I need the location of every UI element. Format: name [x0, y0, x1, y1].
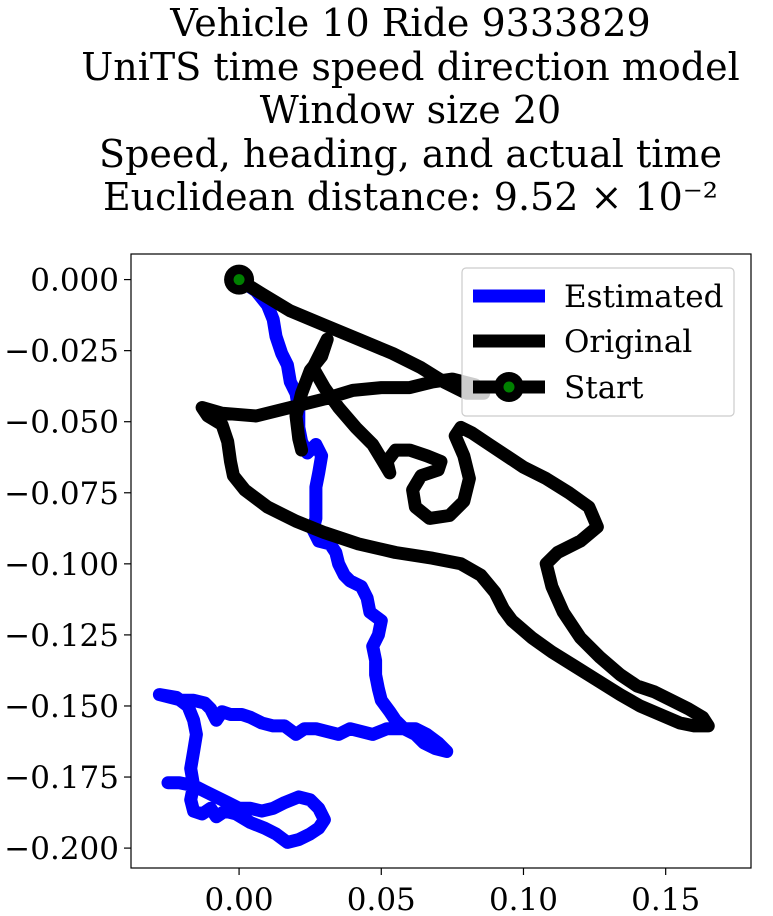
- axes-frame: [130, 253, 752, 869]
- y-tick-label: 0.000: [30, 263, 119, 299]
- y-tick-label: −0.200: [4, 831, 119, 867]
- legend-box: [461, 267, 735, 417]
- x-tick-label: 0.15: [631, 882, 700, 916]
- y-tick-label: −0.075: [4, 476, 119, 512]
- y-tick-label: −0.125: [4, 618, 119, 654]
- chart-title: Vehicle 10 Ride 9333829 UniTS time speed…: [0, 1, 773, 220]
- legend-label-original: Original: [564, 324, 692, 360]
- series-layer: [152, 273, 715, 849]
- title-line-3: Window size 20: [259, 88, 562, 132]
- y-tick-label: −0.050: [4, 405, 119, 441]
- y-tick-label: −0.175: [4, 760, 119, 796]
- title-line-4: Speed, heading, and actual time: [99, 131, 722, 176]
- title-line-5: Euclidean distance: 9.52 × 10⁻²: [102, 175, 719, 219]
- legend-start-marker-inner: [503, 381, 515, 393]
- title-line-1: Vehicle 10 Ride 9333829: [170, 1, 651, 45]
- x-tick-label: 0.05: [347, 882, 416, 916]
- title-line-2: UniTS time speed direction model: [81, 44, 740, 89]
- x-tick-label: 0.10: [489, 882, 558, 916]
- x-axis-ticks: 0.00 0.05 0.10 0.15: [205, 868, 700, 916]
- y-axis-ticks: 0.000 −0.025 −0.050 −0.075 −0.100 −0.125 −0.15…: [4, 263, 131, 867]
- y-tick-label: −0.025: [4, 334, 119, 370]
- x-tick-label: 0.00: [205, 882, 274, 916]
- legend-label-estimated: Estimated: [564, 279, 723, 315]
- start-marker-inner: [233, 274, 245, 286]
- y-tick-label: −0.150: [4, 689, 119, 725]
- legend: Estimated Original Start: [461, 267, 735, 417]
- y-tick-label: −0.100: [4, 547, 119, 583]
- series-line-original: [195, 273, 715, 733]
- start-marker-layer: [224, 264, 255, 295]
- legend-label-start: Start: [564, 370, 644, 406]
- series-line-estimated: [152, 273, 454, 849]
